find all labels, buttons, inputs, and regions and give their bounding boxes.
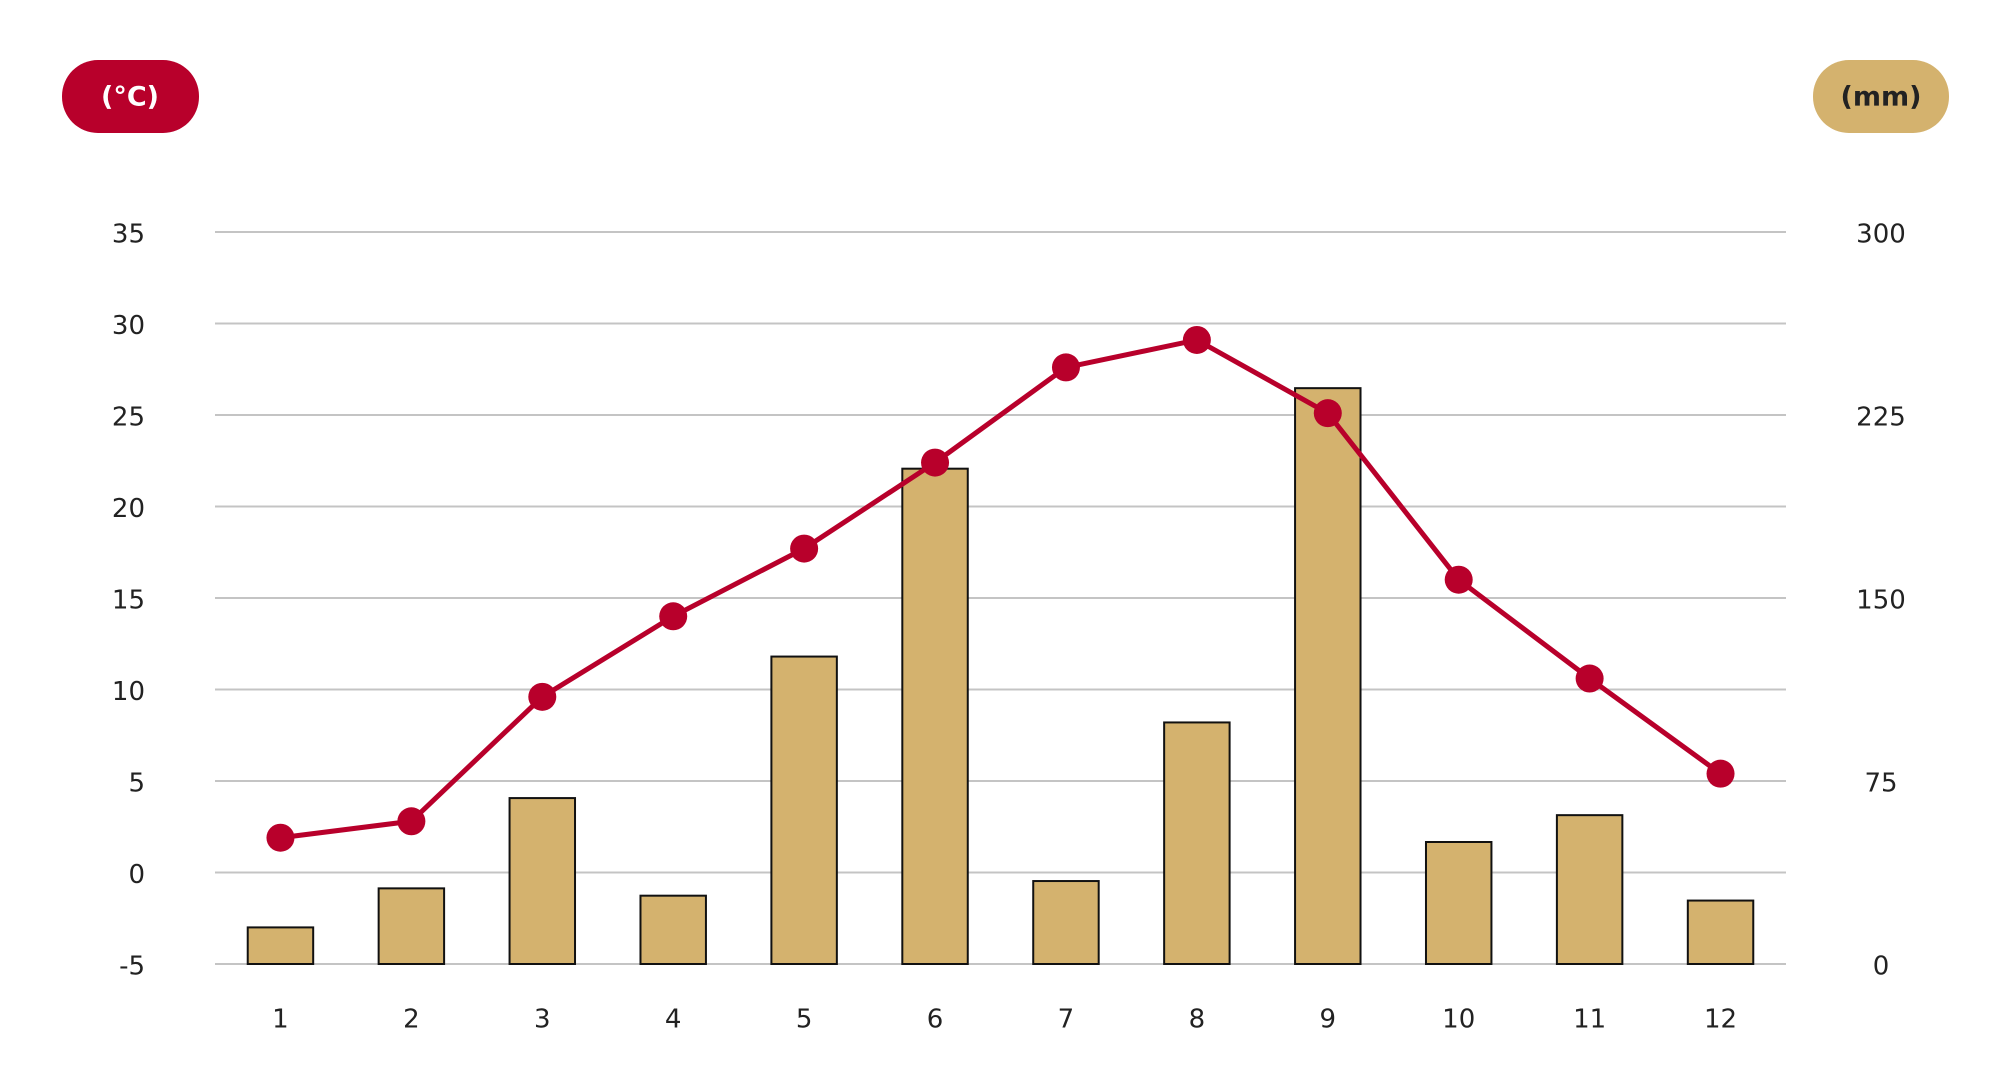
y-tick-label: 20 — [112, 494, 145, 524]
y-tick-label: 30 — [112, 311, 145, 341]
x-tick-label: 9 — [1320, 1005, 1337, 1035]
bar — [1032, 880, 1100, 965]
bar — [246, 926, 315, 966]
line-marker — [1182, 325, 1211, 354]
y-unit-badge — [62, 60, 199, 133]
x-tick-label: 3 — [534, 1005, 551, 1035]
y-tick-label: 15 — [112, 586, 145, 616]
y2-unit-badge — [1813, 60, 1949, 133]
y-tick-label: -5 — [119, 952, 145, 982]
x-tick-label: 7 — [1058, 1005, 1075, 1035]
x-tick-label: 11 — [1573, 1005, 1606, 1035]
y-tick-label: 0 — [128, 860, 145, 890]
x-tick-label: 8 — [1189, 1005, 1206, 1035]
line-marker — [1575, 664, 1604, 693]
line-marker — [921, 448, 950, 477]
bar — [1686, 899, 1755, 965]
line-marker — [266, 823, 295, 852]
y2-axis-label: (mm) — [1841, 82, 1922, 113]
line-marker — [1051, 353, 1080, 382]
x-tick-label: 6 — [927, 1005, 944, 1035]
x-tick-label: 5 — [796, 1005, 813, 1035]
y2-tick-label: 300 — [1856, 220, 1906, 250]
line-marker — [397, 807, 426, 836]
line-marker — [1444, 565, 1473, 594]
x-tick-label: 10 — [1442, 1005, 1475, 1035]
bar — [508, 797, 577, 966]
line — [280, 337, 1723, 841]
bar — [1294, 387, 1362, 966]
bar — [1555, 814, 1624, 965]
line-marker — [659, 602, 688, 631]
x-tick-label: 4 — [665, 1005, 682, 1035]
y-tick-label: 5 — [128, 769, 145, 799]
y-axis-label: (°C) — [101, 82, 159, 113]
x-tick-label: 12 — [1704, 1005, 1737, 1035]
bar — [770, 655, 838, 965]
y2-tick-label: 150 — [1856, 586, 1906, 616]
x-tick-label: 1 — [272, 1005, 289, 1035]
bar — [901, 467, 969, 965]
bar — [639, 894, 707, 965]
bar — [1424, 841, 1493, 965]
y2-tick-label: 75 — [1864, 769, 1897, 799]
bar — [377, 887, 446, 965]
line-marker — [1313, 399, 1342, 428]
line-marker — [1706, 759, 1735, 788]
y-tick-label: 35 — [112, 220, 145, 250]
y-tick-label: 10 — [112, 677, 145, 707]
y2-tick-label: 225 — [1856, 403, 1906, 433]
bar — [1163, 721, 1231, 965]
y-tick-label: 25 — [112, 403, 145, 433]
line-marker — [790, 534, 819, 563]
y2-tick-label: 0 — [1873, 952, 1890, 982]
x-tick-label: 2 — [403, 1005, 420, 1035]
line-marker — [528, 682, 557, 711]
